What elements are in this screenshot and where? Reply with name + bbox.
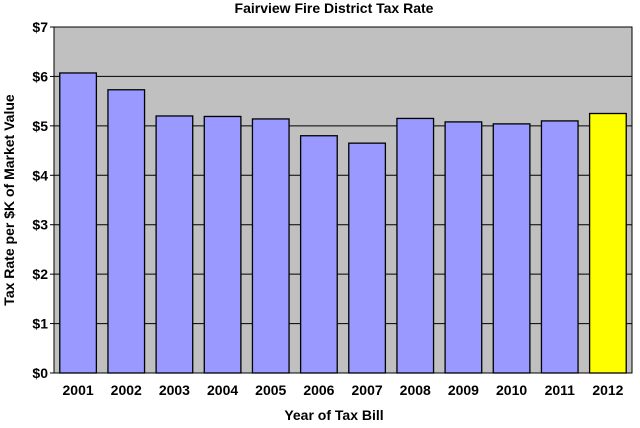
y-tick-label: $0 <box>32 365 48 381</box>
bar-2006 <box>299 135 338 374</box>
bar-2008 <box>396 117 435 374</box>
bars <box>59 72 627 374</box>
chart-title: Fairview Fire District Tax Rate <box>235 0 434 16</box>
bar-2005 <box>251 118 290 374</box>
x-tick-label: 2003 <box>159 382 190 398</box>
y-tick-label: $5 <box>32 118 48 134</box>
y-tick-label: $2 <box>32 266 48 282</box>
y-tick-label: $3 <box>32 217 48 233</box>
x-tick-label: 2008 <box>400 382 431 398</box>
x-axis-ticks: 2001 2002 2003 2004 2005 2006 2007 2008 2009 2010… <box>63 382 624 398</box>
bar-2004 <box>203 115 242 374</box>
x-tick-label: 2004 <box>207 382 238 398</box>
x-tick-label: 2012 <box>592 382 623 398</box>
bar-2012 <box>588 112 627 374</box>
plot-area <box>53 26 633 374</box>
bar-2002 <box>107 89 146 374</box>
x-tick-label: 2010 <box>496 382 527 398</box>
bar-2011 <box>540 120 579 374</box>
bar-2001 <box>59 72 98 374</box>
x-tick-label: 2002 <box>111 382 142 398</box>
x-tick-label: 2001 <box>63 382 94 398</box>
y-tick-label: $7 <box>32 19 48 35</box>
x-tick-label: 2005 <box>255 382 286 398</box>
y-axis-label: Tax Rate per $K of Market Value <box>1 94 17 306</box>
bar-2007 <box>348 142 387 374</box>
y-tick-label: $6 <box>32 68 48 84</box>
y-tick-label: $1 <box>32 316 48 332</box>
x-tick-label: 2009 <box>448 382 479 398</box>
bar-2010 <box>492 123 531 374</box>
bar-2009 <box>444 121 483 374</box>
x-tick-label: 2011 <box>545 382 576 398</box>
x-tick-label: 2007 <box>352 382 383 398</box>
gridlines <box>54 75 632 325</box>
y-tick-label: $4 <box>32 167 48 183</box>
x-axis-label: Year of Tax Bill <box>284 407 383 423</box>
bar-2003 <box>155 115 194 374</box>
x-tick-label: 2006 <box>303 382 334 398</box>
y-axis-ticks: $0 $1 $2 $3 $4 $5 $6 $7 <box>32 19 54 381</box>
